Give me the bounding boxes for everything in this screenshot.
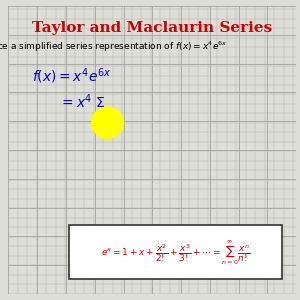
FancyBboxPatch shape <box>69 225 282 279</box>
Circle shape <box>92 107 124 139</box>
Text: $e^x = 1 + x + \dfrac{x^2}{2!} + \dfrac{x^3}{3!} + \cdots = \sum_{n=0}^{\infty} : $e^x = 1 + x + \dfrac{x^2}{2!} + \dfrac{… <box>100 238 250 266</box>
Text: $= x^4\ \Sigma$: $= x^4\ \Sigma$ <box>59 92 106 111</box>
Text: Taylor and Maclaurin Series: Taylor and Maclaurin Series <box>32 21 272 34</box>
Text: $f(x) = x^4 e^{6x}$: $f(x) = x^4 e^{6x}$ <box>32 67 111 86</box>
Text: ce a simplified series representation of $f(x) = x^4e^{6x}$: ce a simplified series representation of… <box>0 39 228 54</box>
